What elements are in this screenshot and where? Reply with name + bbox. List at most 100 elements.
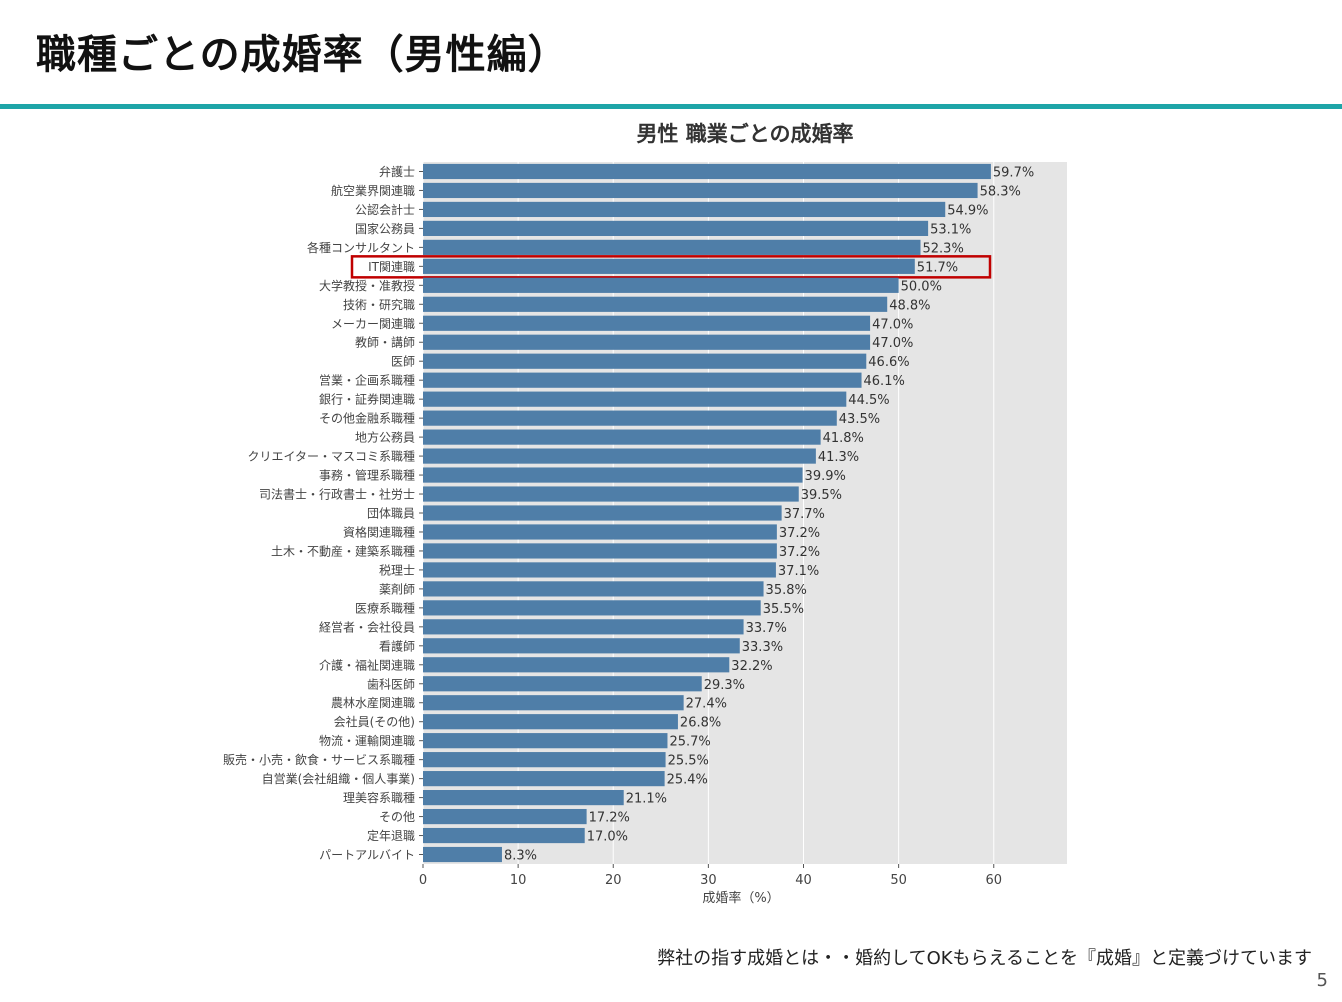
bar	[423, 752, 666, 768]
bar	[423, 239, 921, 255]
bar	[423, 486, 799, 502]
y-tick-label: 理美容系職種	[343, 790, 415, 805]
data-label: 21.1%	[626, 792, 667, 807]
data-label: 51.7%	[917, 260, 958, 275]
y-tick-label: 航空業界関連職	[331, 183, 415, 198]
y-tick-label: 会社員(その他)	[334, 714, 415, 729]
y-tick-label: 物流・運輸関連職	[319, 733, 415, 748]
bar	[423, 315, 871, 331]
y-tick-label: 販売・小売・飲食・サービス系職種	[223, 752, 415, 767]
y-tick-label: 農林水産関連職	[331, 695, 415, 710]
y-tick-label: 団体職員	[367, 507, 415, 521]
y-tick-label: 地方公務員	[355, 430, 415, 445]
y-tick-label: その他	[379, 810, 415, 824]
data-label: 59.7%	[993, 165, 1034, 180]
data-label: 50.0%	[901, 279, 942, 294]
y-tick-label: 技術・研究職	[343, 297, 415, 312]
page-number: 5	[1316, 970, 1328, 991]
footnote: 弊社の指す成婚とは・・婚約してOKもらえることを『成婚』と定義づけています	[657, 948, 1312, 969]
y-tick-label: 介護・福祉関連職	[319, 657, 415, 672]
y-tick-label: 税理士	[379, 563, 415, 577]
data-label: 47.0%	[872, 336, 913, 351]
data-label: 58.3%	[980, 184, 1021, 199]
data-label: 29.3%	[704, 678, 745, 693]
bar	[423, 505, 782, 521]
y-tick-label: 医師	[391, 355, 415, 369]
data-label: 8.3%	[504, 849, 537, 864]
y-tick-label: 公認会計士	[355, 202, 415, 217]
y-tick-label: 資格関連職種	[343, 524, 415, 539]
data-label: 46.6%	[868, 355, 909, 370]
x-tick-label: 20	[605, 873, 622, 888]
bar	[423, 808, 587, 825]
y-tick-label: IT関連職	[368, 260, 415, 274]
data-label: 46.1%	[864, 374, 905, 389]
highlight-box	[350, 255, 992, 279]
y-tick-label: 弁護士	[379, 164, 415, 179]
data-label: 53.1%	[930, 222, 971, 237]
bar	[423, 714, 678, 730]
slide-title: 職種ごとの成婚率（男性編）	[36, 32, 569, 78]
y-tick-label: その他金融系職種	[319, 411, 415, 426]
x-tick-label: 60	[985, 873, 1002, 888]
y-tick-label: 各種コンサルタント	[307, 240, 415, 255]
bar	[423, 562, 776, 578]
data-label: 44.5%	[848, 393, 889, 408]
bar	[423, 676, 702, 692]
y-tick-label: 医療系職種	[355, 601, 415, 615]
data-label: 35.5%	[763, 602, 804, 617]
bar	[423, 600, 761, 616]
data-label: 27.4%	[686, 697, 727, 712]
data-label: 26.8%	[680, 716, 721, 731]
bar	[423, 201, 946, 218]
bar	[423, 429, 821, 445]
title-divider	[0, 104, 1342, 109]
data-label: 37.2%	[779, 545, 820, 560]
bar	[423, 790, 624, 806]
bar	[423, 524, 777, 540]
bar	[423, 619, 744, 635]
bar	[423, 543, 777, 559]
bar	[423, 733, 668, 749]
bar	[423, 372, 862, 388]
bar	[423, 258, 915, 274]
data-label: 54.9%	[947, 203, 988, 218]
x-tick-label: 50	[890, 873, 907, 888]
bar	[423, 353, 867, 369]
bar	[423, 277, 899, 293]
bar	[423, 296, 888, 312]
data-label: 43.5%	[839, 412, 880, 427]
y-tick-label: メーカー関連職	[331, 317, 415, 331]
x-tick-label: 0	[419, 873, 427, 888]
chart-title: 男性 職業ごとの成婚率	[636, 122, 853, 146]
x-axis-label: 成婚率（%）	[702, 890, 779, 906]
bar	[423, 467, 803, 483]
y-tick-label: パートアルバイト	[319, 848, 415, 862]
data-label: 39.5%	[801, 488, 842, 503]
data-label: 37.2%	[779, 526, 820, 541]
y-tick-label: 定年退職	[367, 828, 415, 843]
bar	[423, 334, 871, 350]
y-tick-label: 教師・講師	[355, 335, 415, 350]
bar	[423, 220, 929, 236]
y-tick-label: 自営業(会社組織・個人事業)	[262, 771, 415, 786]
y-tick-label: 事務・管理系職種	[319, 468, 415, 483]
bar	[423, 846, 502, 863]
bar	[423, 163, 991, 180]
data-label: 25.5%	[668, 754, 709, 769]
x-tick-label: 40	[795, 873, 812, 888]
y-tick-label: 司法書士・行政書士・社労士	[259, 487, 415, 502]
data-label: 41.8%	[823, 431, 864, 446]
y-tick-label: 歯科医師	[367, 677, 415, 691]
bar	[423, 391, 847, 407]
y-tick-label: 大学教授・准教授	[319, 278, 415, 293]
data-label: 17.2%	[589, 811, 630, 826]
bar	[423, 657, 730, 673]
bar	[423, 638, 740, 654]
data-label: 25.7%	[669, 735, 710, 750]
data-label: 47.0%	[872, 317, 913, 332]
y-tick-label: 営業・企画系職種	[319, 373, 415, 388]
y-tick-label: 土木・不動産・建築系職種	[271, 543, 415, 558]
bar	[423, 695, 684, 711]
x-tick-label: 30	[700, 873, 717, 888]
